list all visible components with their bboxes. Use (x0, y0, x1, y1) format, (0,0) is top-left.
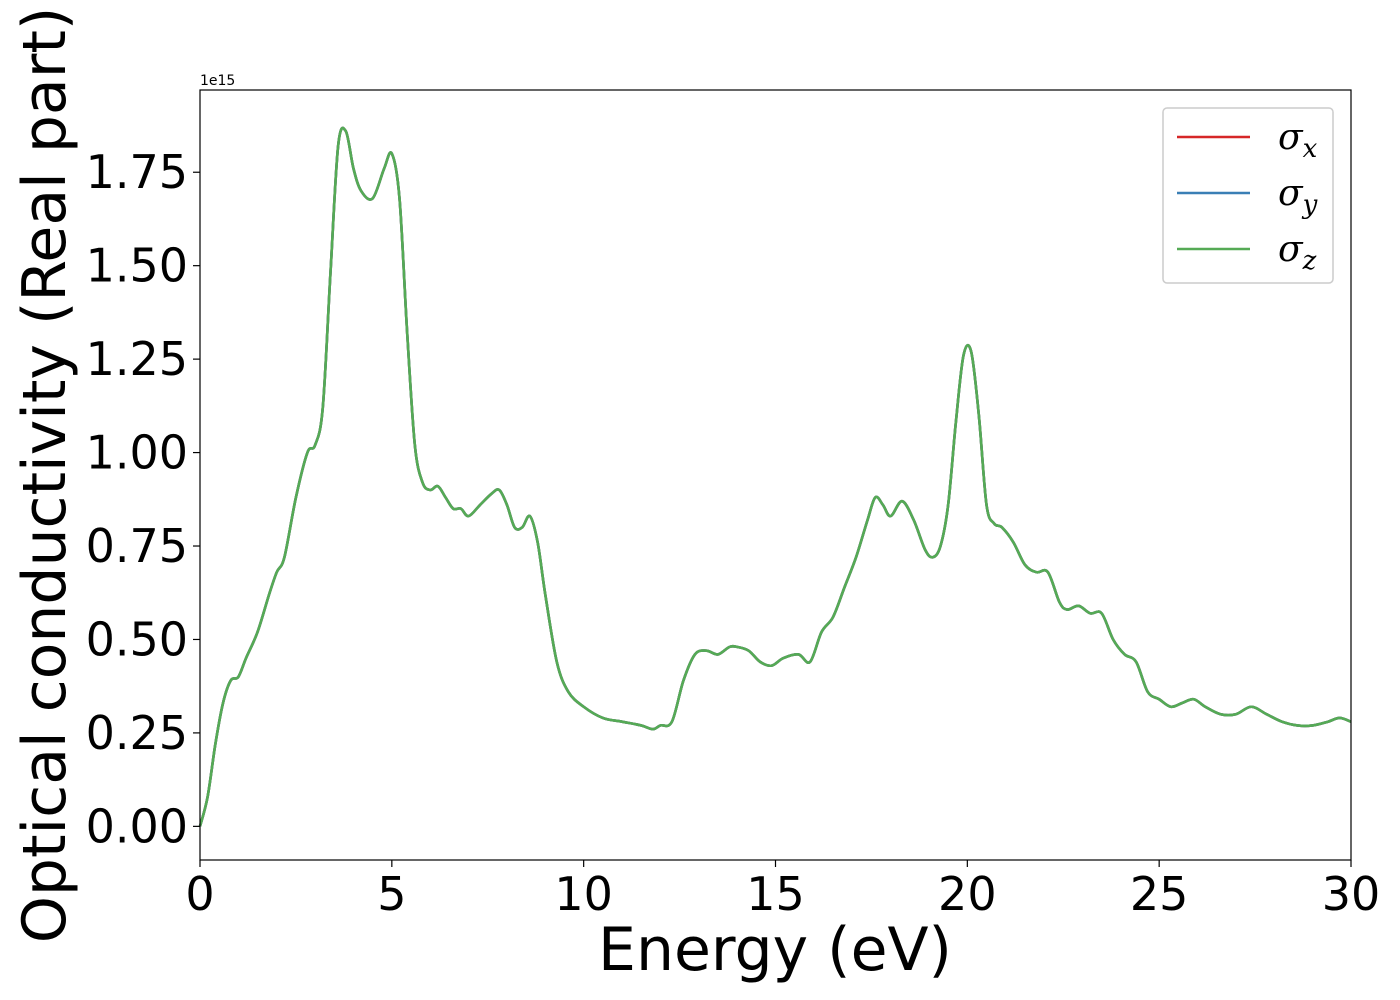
series-line-z (198, 126, 1352, 827)
y-axis-label: Optical conductivity (Real part) (10, 7, 80, 944)
x-axis-ticks: 0 5 10 15 20 25 30 (185, 860, 1380, 921)
x-tick-label: 5 (377, 867, 406, 921)
x-axis-label: Energy (eV) (598, 915, 952, 985)
y-tick-label: 1.50 (86, 239, 188, 293)
legend: σx σy σz (1162, 107, 1334, 284)
y-tick-label: 0.50 (86, 612, 188, 666)
x-tick-label: 0 (185, 867, 214, 921)
legend-box (1162, 107, 1334, 284)
y-tick-label: 0.00 (86, 799, 188, 853)
x-tick-label: 30 (1322, 867, 1381, 921)
x-tick-label: 10 (554, 867, 613, 921)
x-tick-label: 25 (1130, 867, 1189, 921)
y-axis-ticks: 0.00 0.25 0.50 0.75 1.00 1.25 1.50 1.75 (86, 145, 200, 853)
y-tick-label: 0.25 (86, 706, 188, 760)
y-tick-label: 1.00 (86, 426, 188, 480)
y-offset-text: 1e15 (200, 73, 235, 89)
x-tick-label: 15 (746, 867, 805, 921)
x-tick-label: 20 (938, 867, 997, 921)
legend-label-z: σz (1278, 229, 1317, 276)
y-tick-label: 1.25 (86, 332, 188, 386)
y-tick-label: 0.75 (86, 519, 188, 573)
series-layer (198, 126, 1352, 827)
legend-label-y: σy (1278, 173, 1318, 220)
legend-label-x: σx (1278, 117, 1318, 164)
y-tick-label: 1.75 (86, 145, 188, 199)
